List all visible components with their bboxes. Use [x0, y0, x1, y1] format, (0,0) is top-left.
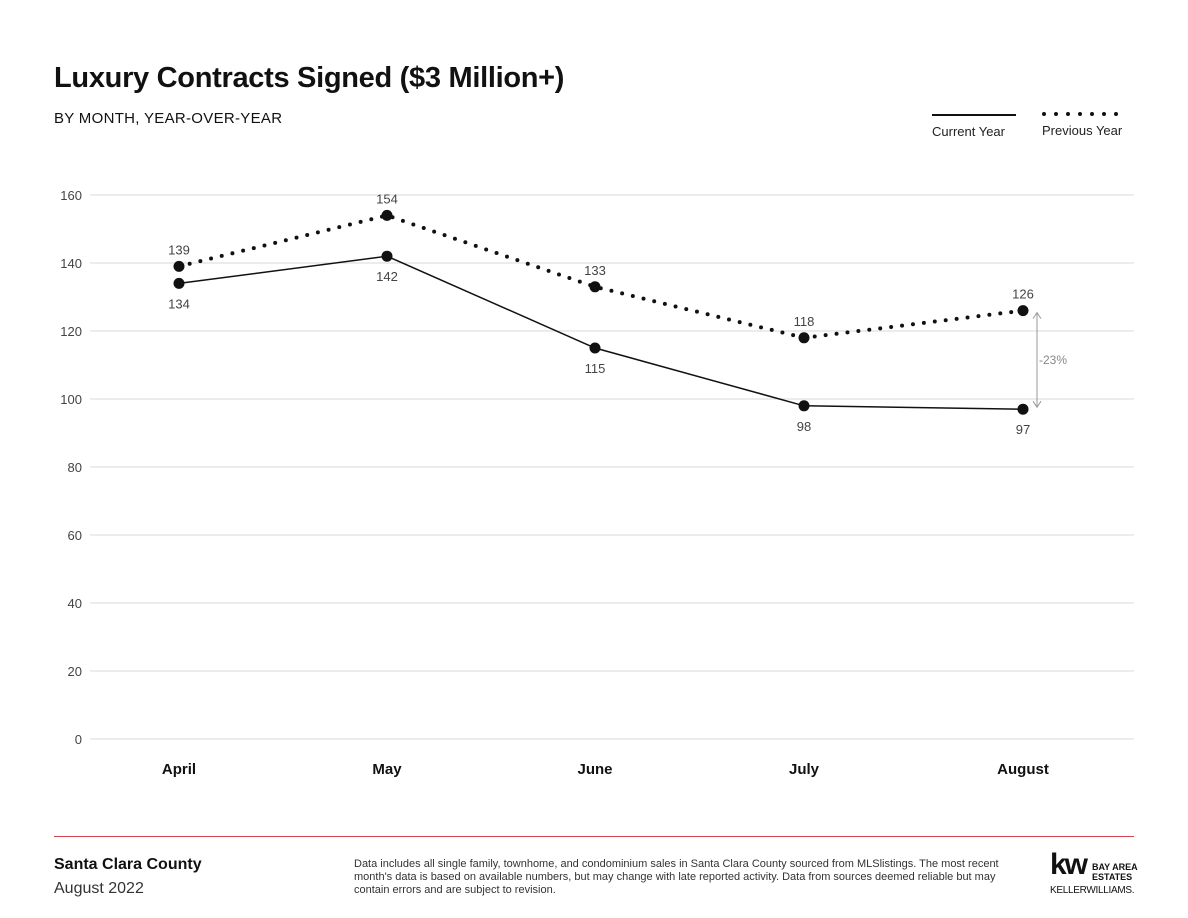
previous-year-line: [177, 213, 1025, 340]
previous-year-point: [798, 332, 810, 344]
chart-subtitle: BY MONTH, YEAR-OVER-YEAR: [54, 110, 283, 127]
y-tick-label: 0: [75, 732, 82, 747]
x-tick-label: August: [997, 761, 1049, 778]
y-tick-label: 160: [60, 188, 82, 203]
y-tick-label: 120: [60, 324, 82, 339]
current-year-point: [1017, 403, 1029, 415]
x-tick-label: May: [372, 761, 402, 778]
current-year-data-label: 115: [585, 361, 606, 376]
y-tick-label: 60: [68, 528, 82, 543]
legend-previous-label: Previous Year: [1042, 123, 1123, 138]
footer-date: August 2022: [54, 880, 144, 897]
keller-williams-logo: kw BAY AREA ESTATES KELLERWILLIAMS.: [1048, 848, 1138, 898]
legend-previous-year: Previous Year: [1042, 108, 1130, 138]
previous-year-point: [381, 209, 393, 221]
y-tick-label: 140: [60, 256, 82, 271]
logo-mark: kw: [1050, 848, 1088, 881]
change-bracket-arrow-down: [1032, 400, 1042, 409]
footer-divider: [54, 836, 1134, 837]
footer-county: Santa Clara County: [54, 856, 202, 873]
previous-year-data-label: 154: [376, 191, 398, 206]
logo-region: BAY AREA ESTATES: [1092, 862, 1138, 882]
previous-year-point: [1017, 305, 1029, 317]
x-tick-label: July: [789, 761, 820, 778]
y-tick-label: 20: [68, 664, 82, 679]
x-tick-label: April: [162, 761, 196, 778]
previous-year-data-label: 118: [794, 314, 815, 329]
previous-year-data-label: 133: [584, 263, 606, 278]
footer-disclaimer: Data includes all single family, townhom…: [354, 858, 999, 896]
logo-line1: BAY AREA: [1092, 862, 1138, 872]
logo-line2: ESTATES: [1092, 872, 1133, 882]
current-year-point: [589, 342, 601, 354]
previous-year-data-label: 126: [1012, 287, 1034, 302]
current-year-point: [173, 277, 185, 289]
y-tick-label: 40: [68, 596, 82, 611]
y-tick-label: 100: [60, 392, 82, 407]
current-year-point: [798, 400, 810, 412]
chart-title: Luxury Contracts Signed ($3 Million+): [54, 62, 565, 94]
legend-solid-line-swatch: [932, 114, 1016, 116]
logo-wordmark: KELLERWILLIAMS.: [1050, 885, 1135, 896]
legend-dotted-line-swatch: [1042, 112, 1130, 116]
current-year-data-label: 142: [376, 269, 398, 284]
legend-current-label: Current Year: [932, 124, 1005, 139]
current-year-data-label: 98: [797, 419, 811, 434]
previous-year-point: [173, 260, 185, 272]
previous-year-data-label: 139: [168, 242, 190, 257]
legend-current-year: Current Year: [932, 108, 1016, 139]
previous-year-point: [589, 281, 601, 293]
x-tick-label: June: [577, 761, 612, 778]
change-percent-label: -23%: [1039, 353, 1067, 367]
change-bracket-arrow-up: [1032, 311, 1042, 319]
y-tick-label: 80: [68, 460, 82, 475]
current-year-point: [381, 250, 393, 262]
current-year-data-label: 97: [1016, 422, 1030, 437]
current-year-data-label: 134: [168, 296, 190, 311]
current-year-line: [178, 255, 1024, 410]
